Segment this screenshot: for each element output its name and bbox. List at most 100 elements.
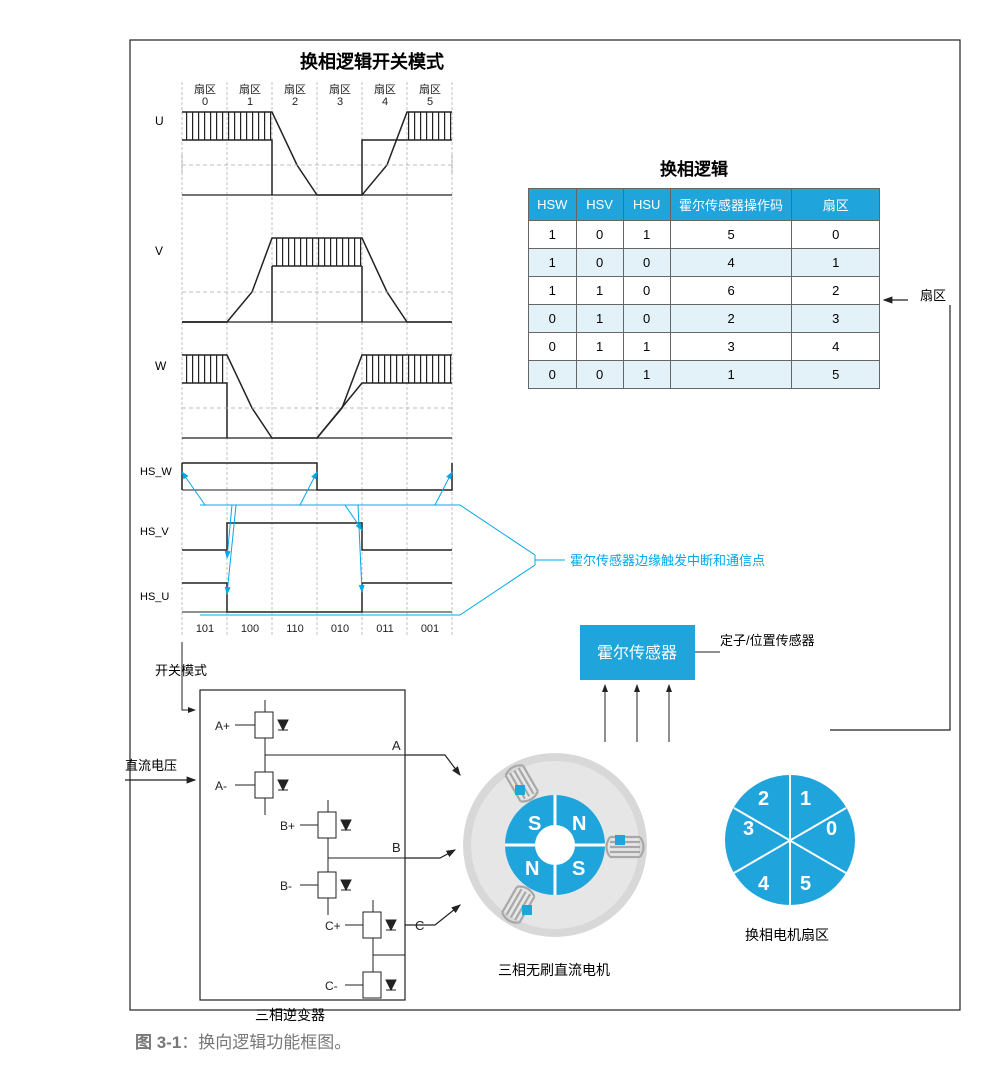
svg-text:C-: C- [325, 979, 338, 993]
svg-text:A: A [392, 738, 401, 753]
table-cell: 0 [576, 221, 623, 249]
svg-text:5: 5 [427, 96, 433, 108]
stator-pos-label: 定子/位置传感器 [720, 633, 815, 648]
phase-u-label: U [155, 114, 164, 128]
inverter-transistors: A+ A- B+ B- [215, 700, 424, 998]
svg-text:011: 011 [376, 623, 394, 635]
mosfet-Cm: C- [325, 955, 396, 998]
svg-text:2: 2 [758, 788, 769, 810]
table-cell: 2 [670, 305, 792, 333]
table-row: 10041 [529, 249, 880, 277]
svg-text:001: 001 [421, 623, 439, 635]
table-cell: 1 [792, 249, 880, 277]
svg-text:5: 5 [800, 873, 811, 895]
th-hsw: HSW [529, 189, 577, 221]
table-row: 11062 [529, 277, 880, 305]
table-cell: 1 [576, 305, 623, 333]
table-cell: 1 [670, 361, 792, 389]
svg-text:B-: B- [280, 879, 292, 893]
mosfet-Ap: A+ [215, 700, 288, 755]
table-cell: 4 [670, 249, 792, 277]
table-cell: 4 [792, 333, 880, 361]
phase-v-label: V [155, 244, 163, 258]
svg-text:4: 4 [382, 96, 388, 108]
table-cell: 0 [529, 333, 577, 361]
svg-text:B: B [392, 840, 401, 855]
sector-col-labels: 扇区 0 扇区 1 扇区 2 扇区 3 扇区 4 扇区 5 [194, 82, 441, 108]
table-row: 01023 [529, 305, 880, 333]
table-cell: 0 [576, 249, 623, 277]
table-cell: 0 [623, 249, 670, 277]
table-cell: 1 [529, 221, 577, 249]
motor-label: 三相无刷直流电机 [498, 962, 610, 978]
caption-num: 图 3-1 [135, 1033, 181, 1052]
svg-text:S: S [528, 813, 541, 835]
switch-mode-label: 开关模式 [155, 663, 207, 678]
svg-text:N: N [572, 813, 586, 835]
table-cell: 1 [623, 361, 670, 389]
switching-title: 换相逻辑开关模式 [300, 51, 444, 72]
hall-sensor-text: 霍尔传感器 [597, 644, 677, 662]
hsv-label: HS_V [140, 526, 169, 538]
svg-text:扇区: 扇区 [284, 82, 306, 96]
svg-text:扇区: 扇区 [419, 82, 441, 96]
hsu-label: HS_U [140, 591, 169, 603]
table-cell: 0 [529, 305, 577, 333]
mosfet-Cp: C+ [325, 900, 396, 955]
svg-text:3: 3 [337, 96, 343, 108]
hall-interrupt-label: 霍尔传感器边缘触发中断和通信点 [570, 553, 765, 568]
svg-text:3: 3 [743, 818, 754, 840]
svg-text:C+: C+ [325, 919, 341, 933]
mosfet-Bp: B+ [280, 800, 351, 858]
inverter-label: 三相逆变器 [255, 1007, 325, 1023]
table-row: 01134 [529, 333, 880, 361]
svg-text:N: N [525, 858, 539, 880]
table-cell: 0 [623, 305, 670, 333]
th-hsu: HSU [623, 189, 670, 221]
th-hsv: HSV [576, 189, 623, 221]
table-cell: 0 [576, 361, 623, 389]
table-row: 10150 [529, 221, 880, 249]
table-cell: 1 [576, 333, 623, 361]
motor-to-hall-arrows [605, 685, 669, 742]
hall-edge-arrows [182, 472, 565, 615]
svg-text:110: 110 [286, 623, 304, 635]
table-cell: 1 [623, 333, 670, 361]
table-cell: 0 [792, 221, 880, 249]
th-sector: 扇区 [792, 189, 880, 221]
inverter-box [200, 690, 405, 1000]
mosfet-Bm: B- [280, 858, 351, 915]
svg-text:101: 101 [196, 623, 214, 635]
svg-text:扇区: 扇区 [194, 82, 216, 96]
svg-text:B+: B+ [280, 819, 295, 833]
table-cell: 1 [529, 249, 577, 277]
hsw-label: HS_W [140, 466, 172, 478]
figure-caption: 图 3-1：换向逻辑功能框图。 [135, 1028, 351, 1053]
table-cell: 5 [792, 361, 880, 389]
table-cell: 1 [623, 221, 670, 249]
binary-codes: 101 100 110 010 011 001 [196, 623, 439, 635]
dc-voltage-label: 直流电压 [125, 758, 177, 773]
svg-text:0: 0 [202, 96, 208, 108]
main-diagram: 换相逻辑开关模式 扇区 0 扇区 1 扇区 2 扇区 3 扇区 4 扇区 5 [0, 0, 988, 1070]
svg-text:扇区: 扇区 [239, 82, 261, 96]
table-cell: 3 [792, 305, 880, 333]
caption-text: ：换向逻辑功能框图。 [181, 1033, 351, 1052]
svg-text:1: 1 [247, 96, 253, 108]
svg-text:扇区: 扇区 [374, 82, 396, 96]
bldc-motor: S N N S [463, 753, 647, 937]
commutation-title: 换相逻辑 [660, 159, 728, 179]
svg-text:1: 1 [800, 788, 811, 810]
mosfet-Am: A- [215, 755, 288, 815]
sector-side-label: 扇区 [920, 288, 946, 303]
svg-text:A+: A+ [215, 719, 230, 733]
table-cell: 0 [529, 361, 577, 389]
table-cell: 3 [670, 333, 792, 361]
phase-w-label: W [155, 359, 167, 373]
svg-text:S: S [572, 858, 585, 880]
sector-wheel: 0 1 2 3 4 5 [725, 775, 855, 905]
svg-text:100: 100 [241, 623, 259, 635]
table-cell: 5 [670, 221, 792, 249]
table-cell: 2 [792, 277, 880, 305]
svg-text:0: 0 [826, 818, 837, 840]
